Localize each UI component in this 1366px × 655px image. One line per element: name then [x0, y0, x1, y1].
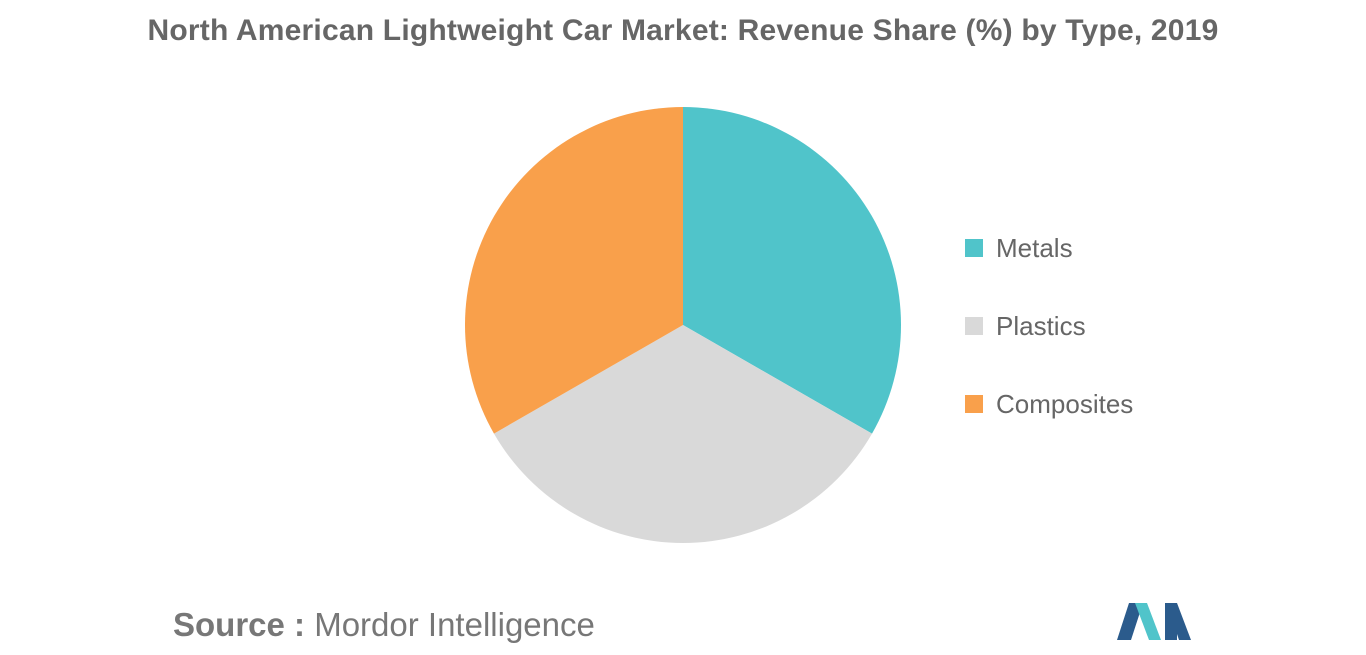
legend-swatch-metals: [965, 239, 983, 257]
pie-slices: [464, 107, 901, 543]
legend-item-metals: Metals: [965, 228, 1133, 268]
source-key: Source :: [173, 606, 306, 643]
pie-slice-composites: [464, 107, 683, 434]
logo-shape-left: [1117, 603, 1143, 640]
source-value: Mordor Intelligence: [314, 606, 595, 643]
chart-title: North American Lightweight Car Market: R…: [147, 14, 1219, 47]
legend-swatch-plastics: [965, 317, 983, 335]
logo-shape-right: [1165, 603, 1191, 640]
mordor-logo-icon: [1117, 603, 1191, 640]
logo-shape-mid: [1135, 603, 1161, 640]
legend-label-plastics: Plastics: [996, 310, 1086, 341]
source-note: Source : Mordor Intelligence: [173, 606, 595, 644]
legend-label-metals: Metals: [996, 232, 1073, 263]
pie-slice-plastics: [493, 325, 873, 543]
legend-item-plastics: Plastics: [965, 306, 1133, 346]
legend-label-composites: Composites: [996, 388, 1134, 419]
chart-legend: Metals Plastics Composites: [965, 228, 1133, 462]
pie-slice-metals: [683, 107, 901, 434]
legend-swatch-composites: [965, 395, 983, 413]
legend-item-composites: Composites: [965, 384, 1133, 424]
